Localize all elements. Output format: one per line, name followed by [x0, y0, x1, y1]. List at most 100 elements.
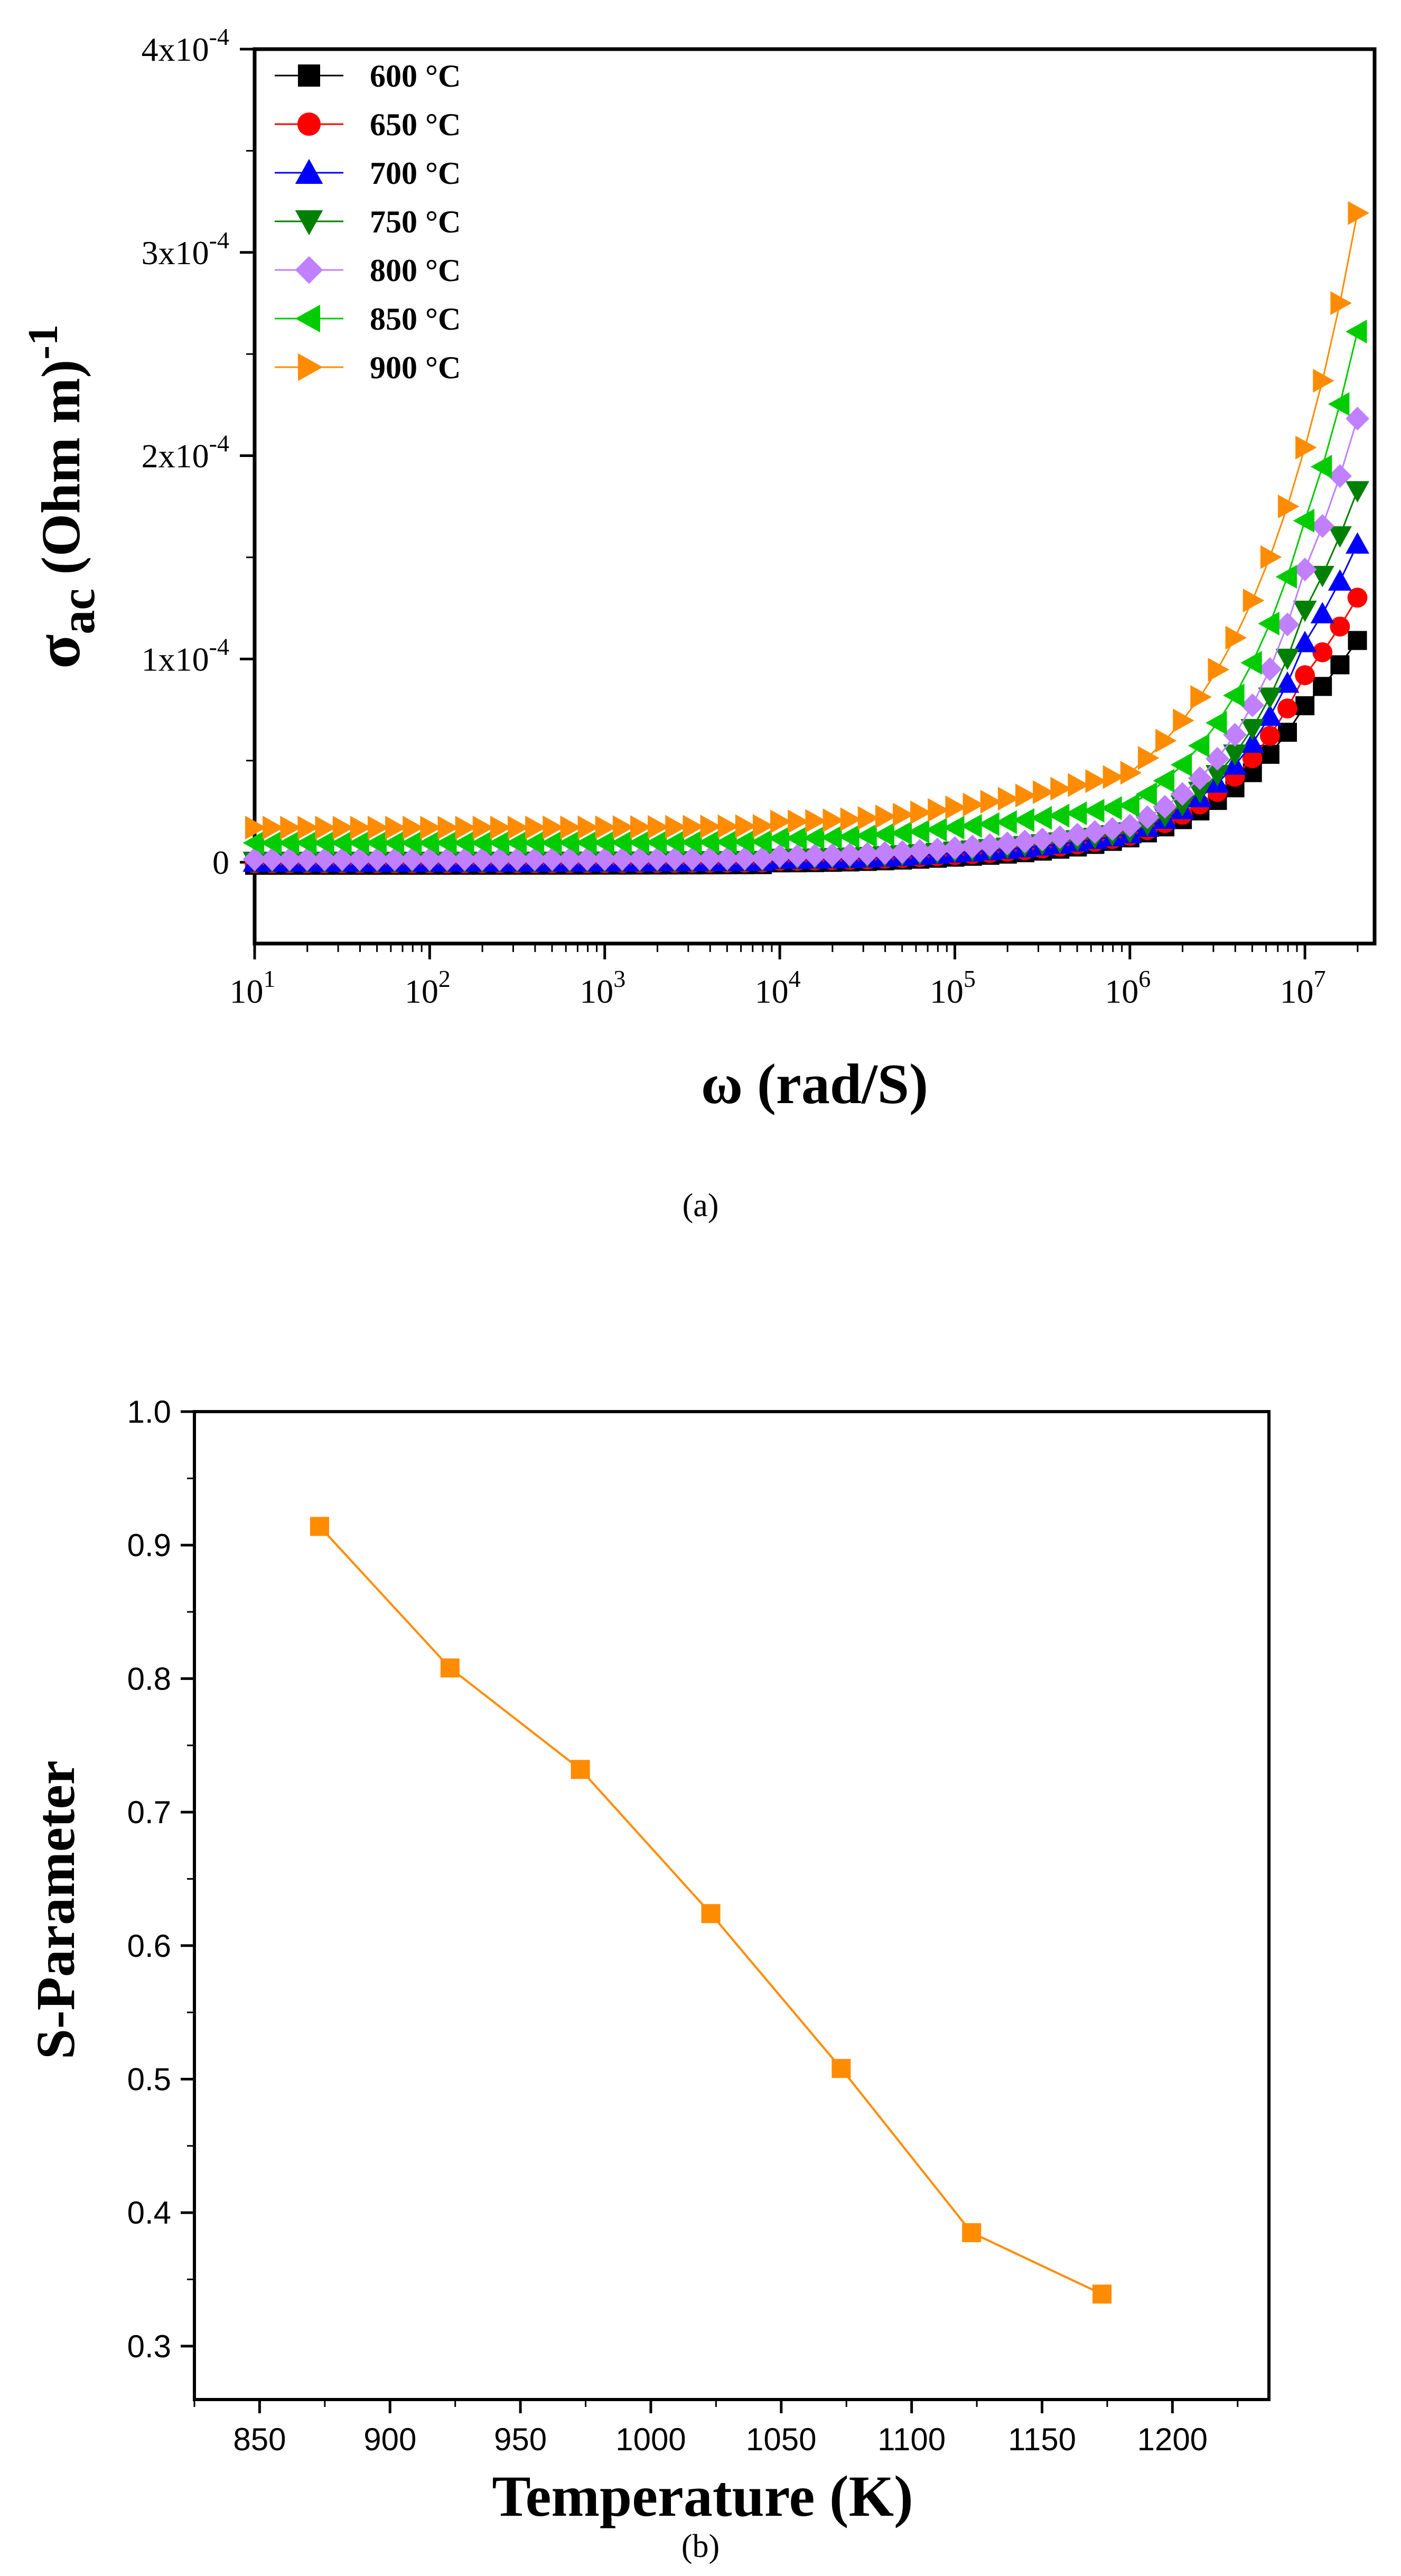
data-point: [417, 847, 442, 871]
legend-label: 850 °C: [370, 302, 461, 337]
data-point: [1118, 793, 1140, 817]
panel-b-y-tick-label: 0.8: [127, 1661, 171, 1696]
data-point: [1205, 746, 1229, 771]
data-point: [1030, 806, 1052, 830]
data-point: [733, 846, 757, 871]
panel-b-y-tick-labels: 0.3 0.4 0.5 0.6 0.7 0.8 0.9 1.0: [127, 1394, 171, 2364]
data-point: [1188, 733, 1210, 758]
data-point: [1275, 612, 1300, 637]
data-point: [1310, 514, 1334, 538]
data-point: [1013, 808, 1034, 832]
data-point: [277, 847, 302, 871]
data-point: [1346, 320, 1367, 344]
data-point: [560, 815, 582, 839]
data-point: [733, 829, 754, 854]
data-point: [435, 847, 459, 871]
data-point: [350, 816, 372, 840]
panel-b-plot-frame: [193, 1410, 1271, 2401]
panel-a-y-tick-label: 1x10-4: [142, 633, 229, 678]
data-point: [715, 830, 737, 854]
data-point: [1293, 557, 1317, 582]
data-point: [680, 830, 702, 854]
data-point: [855, 842, 880, 866]
data-point: [1103, 765, 1125, 789]
data-point: [1240, 718, 1265, 741]
data-point: [1295, 435, 1317, 460]
data-point: [1275, 648, 1300, 670]
series-900c: [245, 201, 1370, 840]
data-point: [295, 831, 317, 855]
data-point: [750, 829, 772, 854]
panel-b-y-tick-label: 0.5: [127, 2062, 171, 2097]
legend-marker: [298, 64, 320, 87]
series-line: [255, 331, 1358, 844]
data-point: [1173, 708, 1194, 733]
data-point: [1312, 642, 1333, 662]
data-point: [1275, 671, 1300, 693]
data-point: [832, 2059, 851, 2078]
data-point: [802, 826, 825, 850]
data-point: [873, 823, 894, 847]
data-point: [1190, 685, 1212, 709]
data-point: [1153, 769, 1175, 793]
data-point: [1100, 796, 1122, 820]
data-point: [525, 815, 547, 839]
data-point: [978, 812, 1000, 836]
data-point: [348, 831, 369, 855]
panel-a-y-axis-symbol: σ: [23, 634, 93, 669]
data-point: [260, 847, 284, 871]
panel-b-s-parameter-chart: 850 900 950 1000 1050 1100 1150 1200 0.30.40.50…: [25, 1394, 1271, 2564]
data-point: [1065, 801, 1087, 825]
data-point: [1310, 566, 1334, 587]
data-point: [1135, 805, 1160, 829]
data-point: [980, 790, 1002, 814]
panel-b-x-tick-label: 900: [363, 2422, 416, 2457]
data-point: [662, 830, 685, 854]
data-point: [420, 816, 442, 840]
data-point: [295, 847, 319, 871]
data-point: [893, 802, 914, 827]
data-point: [1153, 795, 1177, 819]
data-point: [330, 847, 354, 871]
data-point: [1205, 711, 1227, 735]
legend-marker: [295, 304, 320, 333]
data-point: [1068, 773, 1089, 797]
data-point: [945, 795, 967, 819]
panel-a-y-axis-superscript: -1: [20, 324, 67, 360]
data-point: [1295, 665, 1315, 685]
panel-b-x-tick-label: 1000: [615, 2422, 686, 2457]
data-point: [925, 837, 949, 862]
data-point: [662, 846, 687, 871]
data-point: [1310, 602, 1334, 623]
data-point: [788, 809, 809, 834]
data-point: [1293, 631, 1317, 652]
data-point: [1278, 494, 1300, 519]
data-point: [315, 816, 337, 840]
data-point: [1048, 804, 1070, 828]
legend-marker: [295, 158, 323, 184]
panel-a-x-tick-label: 106: [1105, 965, 1151, 1010]
data-point: [1048, 825, 1072, 850]
data-point: [1170, 795, 1194, 817]
panel-b-y-tick-label: 0.3: [127, 2329, 171, 2364]
data-point: [455, 816, 477, 840]
data-point: [995, 810, 1017, 834]
data-point: [522, 847, 547, 871]
data-point: [575, 830, 597, 855]
legend-marker: [295, 210, 323, 236]
data-point: [1240, 650, 1262, 675]
data-point: [1258, 657, 1282, 682]
data-point: [242, 831, 264, 855]
data-point: [1135, 782, 1157, 806]
data-point: [1188, 766, 1212, 790]
data-point: [540, 847, 564, 871]
legend-label: 700 °C: [370, 156, 461, 191]
data-point: [437, 816, 459, 840]
data-point: [400, 847, 424, 871]
panel-a-x-axis-title: ω (rad/S): [701, 1053, 928, 1116]
legend-label: 650 °C: [370, 107, 461, 142]
data-point: [1083, 799, 1105, 823]
panel-a-x-tick-label: 103: [580, 965, 625, 1010]
data-point: [963, 792, 985, 817]
data-point: [1170, 753, 1192, 777]
